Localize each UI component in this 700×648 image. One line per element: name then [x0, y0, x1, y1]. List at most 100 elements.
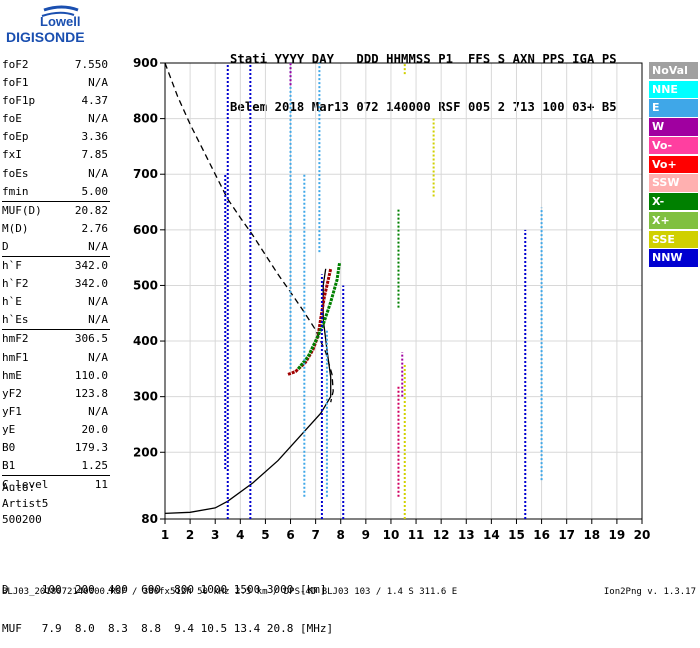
param-value: 5.00	[81, 184, 109, 198]
file-info-footer: BLJ03_2018072140000.RSF / 380fx512h 50 k…	[2, 587, 458, 597]
param-row: foF1 N/A	[2, 74, 110, 92]
model-profile-dashed	[164, 62, 334, 403]
param-value: 4.37	[81, 94, 109, 108]
legend-item: E	[649, 99, 698, 117]
legend-item: W	[649, 118, 698, 136]
param-value: 7.85	[81, 148, 109, 162]
conversion-muf-row: MUF 7.9 8.0 8.3 8.8 9.4 10.5 13.4 20.8 […	[2, 622, 334, 635]
y-tick-label: 200	[133, 445, 158, 459]
param-value: 123.8	[74, 386, 108, 400]
x-tick-label: 15	[508, 528, 525, 542]
x-tick-label: 2	[186, 528, 194, 542]
x-tick-label: 17	[558, 528, 575, 542]
echo-trace	[296, 262, 341, 370]
param-row: hmE 110.0	[2, 367, 110, 385]
param-value: N/A	[88, 239, 108, 253]
param-value: 1.25	[81, 459, 109, 473]
param-label: yE	[2, 422, 16, 436]
param-value: 2.76	[81, 221, 109, 235]
x-tick-label: 12	[433, 528, 450, 542]
param-value: N/A	[88, 404, 108, 418]
param-label: D	[2, 239, 9, 253]
param-row: foEs N/A	[2, 165, 110, 183]
param-label: B1	[2, 459, 16, 473]
y-tick-label: 700	[133, 167, 158, 181]
scaled-parameters: foF2 7.550 foF1 N/A foF1p 4.37 foE N/A foEp 3.36 f…	[2, 56, 110, 494]
logo-line2: DIGISONDE	[6, 29, 85, 45]
param-row: h`Es N/A	[2, 311, 110, 329]
param-label: hmF1	[2, 350, 29, 364]
param-value: N/A	[88, 350, 108, 364]
y-tick-label: 600	[133, 223, 158, 237]
ionogram-chart: 1 2 3 4 5 6 7 8 9 10 11 12 13 14 15 16 17 18 19 20802003004…	[133, 56, 651, 542]
param-row: h`F 342.0	[2, 256, 110, 275]
x-tick-label: 14	[483, 528, 500, 542]
param-value: 20.0	[81, 422, 109, 436]
param-label: foF2	[2, 58, 29, 71]
y-tick-label: 300	[133, 390, 158, 404]
x-tick-label: 19	[609, 528, 626, 542]
param-row: yF2 123.8	[2, 385, 110, 403]
param-row: h`E N/A	[2, 293, 110, 311]
param-label: foF1p	[2, 94, 36, 108]
param-row: hmF2 306.5	[2, 329, 110, 348]
x-tick-label: 3	[211, 528, 219, 542]
plot-frame	[164, 62, 643, 520]
param-label: foEs	[2, 166, 29, 180]
y-tick-label: 500	[133, 278, 158, 292]
param-label: MUF(D)	[2, 203, 42, 217]
x-tick-label: 9	[362, 528, 370, 542]
param-label: foF1	[2, 76, 29, 90]
legend-item: NoVal	[649, 62, 698, 80]
param-label: fmin	[2, 184, 29, 198]
param-value: N/A	[88, 112, 108, 126]
x-tick-label: 7	[311, 528, 319, 542]
param-value: 342.0	[74, 277, 108, 291]
param-row: yE 20.0	[2, 421, 110, 439]
autoscaling-info: Auto: Artist5 500200	[2, 480, 48, 528]
param-row: C-level 11	[2, 475, 110, 494]
x-tick-label: 6	[286, 528, 294, 542]
param-row: MUF(D) 20.82	[2, 200, 110, 220]
x-tick-label: 4	[236, 528, 244, 542]
param-label: foE	[2, 112, 22, 126]
param-label: h`Es	[2, 313, 29, 327]
param-label: M(D)	[2, 221, 29, 235]
param-row: foEp 3.36	[2, 128, 110, 146]
param-row: hmF1 N/A	[2, 349, 110, 367]
param-label: B0	[2, 440, 16, 454]
muf-conversion-table: D 100 200 400 600 800 1000 1500 3000 [km…	[2, 557, 333, 648]
legend-item: NNE	[649, 80, 698, 99]
legend-item: SSE	[649, 230, 698, 248]
legend: NoVal NNE E W Vo- Vo+ SSW X- X+ SSE NNW	[649, 62, 698, 268]
param-value: 306.5	[74, 332, 108, 346]
param-label: fxI	[2, 148, 22, 162]
x-tick-label: 10	[383, 528, 400, 542]
auto-line: Auto:	[2, 481, 36, 494]
param-value: N/A	[88, 295, 108, 309]
param-row: M(D) 2.76	[2, 220, 110, 238]
param-value: 3.36	[81, 130, 109, 144]
param-value: 179.3	[74, 440, 108, 454]
x-tick-label: 16	[533, 528, 550, 542]
param-label: C-level	[2, 478, 49, 492]
y-tick-label: 80	[141, 512, 158, 526]
header-values: Belem 2018 Mar13 072 140000 RSF 005 2 71…	[230, 100, 617, 114]
param-label: h`F2	[2, 277, 29, 291]
x-tick-label: 1	[161, 528, 169, 542]
x-tick-label: 20	[634, 528, 651, 542]
param-row: D N/A	[2, 238, 110, 256]
x-tick-label: 5	[261, 528, 269, 542]
param-label: yF2	[2, 386, 22, 400]
y-tick-label: 800	[133, 112, 158, 126]
param-row: h`F2 342.0	[2, 275, 110, 293]
param-label: h`F	[2, 259, 22, 273]
param-row: fxI 7.85	[2, 146, 110, 164]
y-tick-label: 900	[133, 56, 158, 70]
auto-line: Artist5	[2, 497, 49, 510]
legend-item: Vo-	[649, 136, 698, 155]
conversion-distance-row: D 100 200 400 600 800 1000 1500 3000 [km…	[2, 583, 327, 596]
legend-item: Vo+	[649, 155, 698, 173]
param-value: 11	[94, 478, 108, 492]
param-value: N/A	[88, 166, 108, 180]
